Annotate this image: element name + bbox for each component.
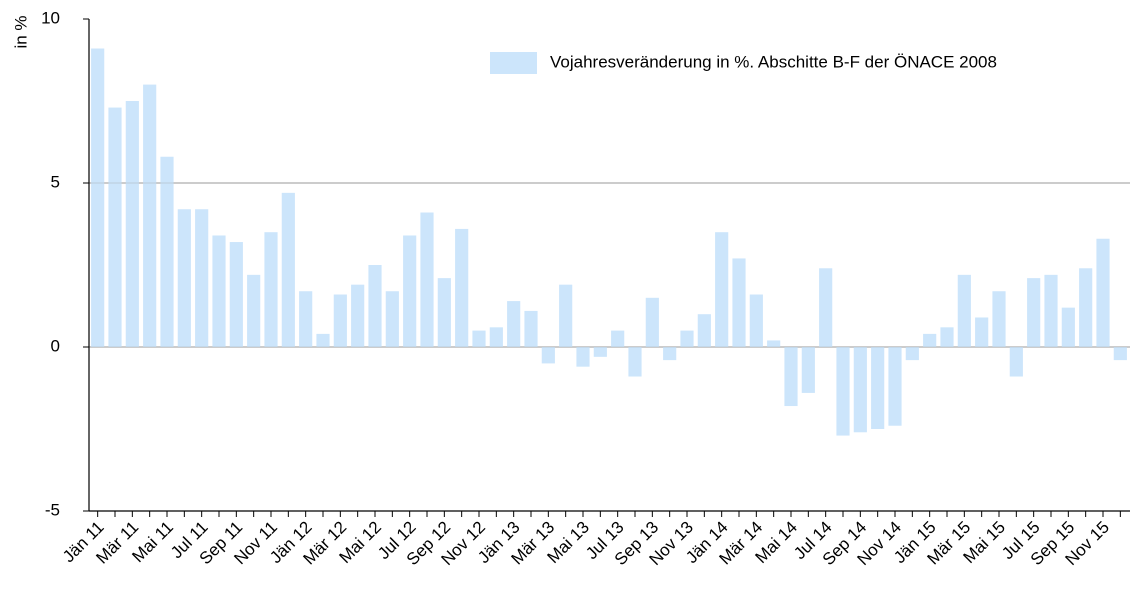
bar: [1113, 347, 1127, 361]
bar: [1096, 238, 1110, 347]
bar: [697, 314, 711, 347]
bar: [489, 327, 503, 347]
bar: [975, 317, 989, 347]
bar: [212, 235, 226, 347]
y-tick-label: -5: [45, 500, 60, 519]
y-tick-label: 0: [51, 336, 60, 355]
bar: [888, 347, 902, 426]
bar: [957, 274, 971, 347]
bar: [853, 347, 867, 433]
bar: [160, 156, 174, 347]
bar: [1009, 347, 1023, 377]
bar: [368, 265, 382, 347]
bar: [576, 347, 590, 367]
bar: [420, 212, 434, 347]
bar: [836, 347, 850, 436]
bar: [541, 347, 555, 364]
bar: [628, 347, 642, 377]
bar: [715, 232, 729, 347]
bar: [143, 84, 157, 347]
bar: [264, 232, 278, 347]
bar: [316, 333, 330, 347]
y-tick-label: 5: [51, 172, 60, 191]
bar: [1079, 268, 1093, 347]
bar: [784, 347, 798, 407]
bar: [333, 294, 347, 347]
bar: [801, 347, 815, 393]
bar: [680, 330, 694, 347]
bar: [871, 347, 885, 429]
bar: [663, 347, 677, 361]
bar: [819, 268, 833, 347]
bar: [125, 101, 139, 347]
legend-swatch: [490, 52, 537, 74]
bar: [992, 291, 1006, 347]
bar: [455, 228, 469, 347]
bar: [940, 327, 954, 347]
y-tick-label: 10: [41, 8, 60, 27]
bar: [507, 301, 521, 347]
bar: [403, 235, 417, 347]
bar: [299, 291, 313, 347]
bar: [195, 209, 209, 347]
bar: [923, 333, 937, 347]
bar: [1027, 278, 1041, 347]
bar: [524, 310, 538, 347]
y-axis-label: in %: [11, 15, 30, 48]
bar: [1044, 274, 1058, 347]
bar: [559, 284, 573, 347]
bar: [108, 107, 122, 347]
bar: [385, 291, 399, 347]
bar: [905, 347, 919, 361]
bar: [177, 209, 191, 347]
bar: [229, 242, 243, 347]
bar: [91, 48, 105, 348]
bar: [437, 278, 451, 347]
bar: [472, 330, 486, 347]
bar: [749, 294, 763, 347]
bar: [351, 284, 365, 347]
bar: [645, 297, 659, 347]
bar: [732, 258, 746, 347]
bar: [1061, 307, 1075, 347]
bar: [767, 340, 781, 347]
bar: [281, 192, 295, 347]
legend-label: Vojahresveränderung in %. Abschitte B-F …: [550, 52, 997, 71]
bar: [247, 274, 261, 347]
bar: [611, 330, 625, 347]
bar: [593, 347, 607, 357]
